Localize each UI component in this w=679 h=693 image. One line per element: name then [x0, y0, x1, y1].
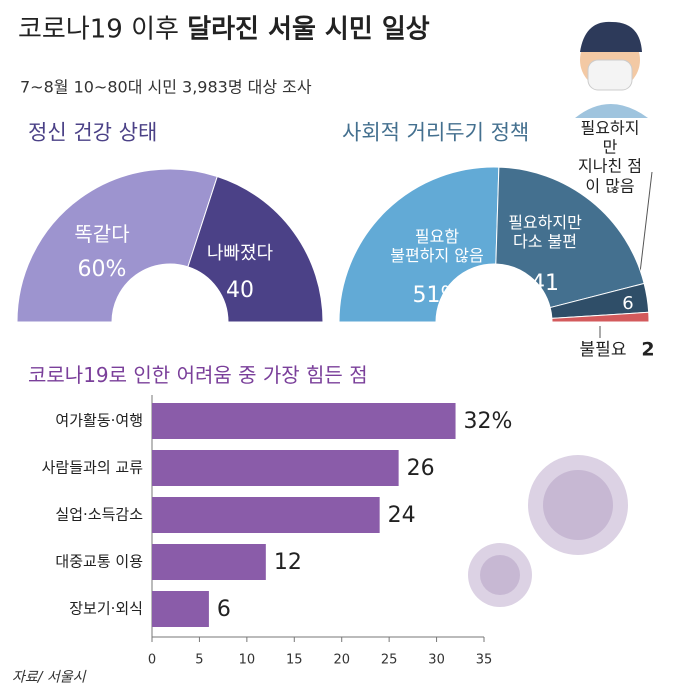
slice-label: 나빠졌다 [206, 243, 274, 265]
x-tick-label: 15 [286, 653, 303, 668]
pie-slice [187, 175, 324, 323]
value-label: 12 [274, 550, 302, 575]
bar [152, 544, 266, 580]
slice-label: 필요함 불편하지 않음 [390, 226, 484, 265]
bar [152, 450, 399, 486]
x-tick-label: 10 [239, 653, 256, 668]
slice-label: 필요하지만 지나친 점이 많음 [578, 118, 642, 196]
x-tick-label: 25 [381, 653, 398, 668]
value-label: 40 [226, 277, 254, 303]
chart-title: 코로나19로 인한 어려움 중 가장 힘든 점 [28, 363, 368, 387]
x-tick-label: 20 [333, 653, 350, 668]
value-label: 32% [464, 409, 513, 434]
pie-slice [16, 168, 218, 323]
slice-label: 불필요 [579, 339, 627, 360]
y-tick-label: 장보기·외식 [69, 600, 143, 618]
bar [152, 591, 209, 627]
title-bold: 달라진 서울 시민 일상 [187, 14, 430, 45]
value-label: 41 [531, 270, 559, 296]
y-tick-label: 대중교통 이용 [55, 553, 143, 571]
chart-title: 정신 건강 상태 [28, 120, 158, 145]
slice-label: 똑같다 [74, 222, 130, 246]
x-tick-label: 30 [428, 653, 445, 668]
x-tick-label: 5 [195, 653, 203, 668]
value-label: 24 [388, 503, 416, 528]
x-tick-label: 0 [148, 653, 156, 668]
subtitle: 7~8월 10~80대 시민 3,983명 대상 조사 [20, 77, 312, 97]
value-label: 2 [641, 338, 655, 361]
y-tick-label: 여가활동·여행 [55, 412, 143, 430]
source: 자료/ 서울시 [12, 669, 86, 686]
y-tick-label: 실업·소득감소 [55, 506, 143, 524]
value-label: 26 [407, 456, 435, 481]
value-label: 6 [622, 293, 634, 315]
pie-slice [338, 166, 500, 323]
pie-slice [495, 166, 645, 309]
virus-decoration [468, 455, 628, 607]
chart-title: 사회적 거리두기 정책 [342, 120, 530, 145]
value-label: 60% [77, 256, 127, 282]
value-label: 6 [217, 597, 231, 622]
person-icon [575, 21, 648, 118]
title-light: 코로나19 이후 [18, 14, 179, 45]
bar [152, 497, 380, 533]
bar [152, 403, 456, 439]
slice-label: 필요하지만 다소 불편 [508, 212, 582, 251]
pie-slice [551, 311, 650, 323]
x-tick-label: 35 [476, 653, 493, 668]
page-title: 코로나19 이후 달라진 서울 시민 일상 [18, 14, 430, 45]
y-tick-label: 사람들과의 교류 [42, 459, 144, 477]
value-label: 51% [412, 282, 462, 308]
